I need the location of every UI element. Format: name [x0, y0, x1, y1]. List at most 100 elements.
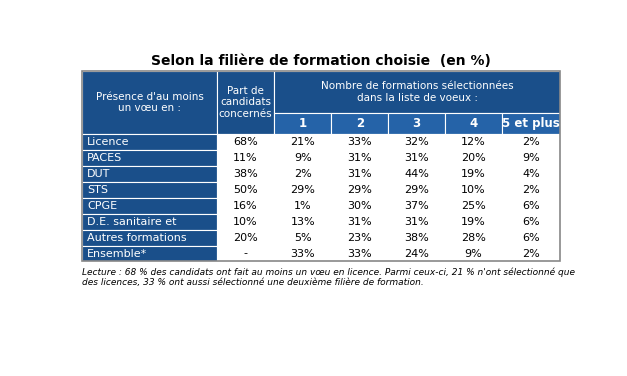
Bar — [502, 230, 561, 246]
Bar — [331, 214, 388, 230]
Bar — [275, 113, 331, 135]
Bar — [331, 150, 388, 166]
Bar — [82, 214, 217, 230]
Text: 29%: 29% — [290, 185, 315, 195]
Text: DUT: DUT — [87, 169, 110, 179]
Text: 32%: 32% — [404, 137, 429, 147]
Bar — [445, 182, 502, 198]
Bar — [217, 135, 275, 150]
Text: 31%: 31% — [347, 153, 372, 163]
Text: 10%: 10% — [461, 185, 486, 195]
Bar — [388, 166, 445, 182]
Text: 2%: 2% — [522, 137, 540, 147]
Text: 31%: 31% — [404, 153, 429, 163]
Text: 16%: 16% — [233, 201, 258, 211]
Text: 44%: 44% — [404, 169, 429, 179]
Text: 31%: 31% — [404, 217, 429, 227]
Text: 28%: 28% — [461, 233, 486, 243]
Bar — [217, 214, 275, 230]
Bar — [445, 166, 502, 182]
Text: 11%: 11% — [233, 153, 258, 163]
Bar — [275, 246, 331, 261]
Bar — [388, 150, 445, 166]
Text: 20%: 20% — [233, 233, 258, 243]
Text: 24%: 24% — [404, 249, 429, 259]
Bar — [275, 214, 331, 230]
Text: 23%: 23% — [347, 233, 372, 243]
Text: Licence: Licence — [87, 137, 129, 147]
Bar — [82, 135, 217, 150]
Bar — [331, 230, 388, 246]
Bar — [217, 246, 275, 261]
Text: 9%: 9% — [522, 153, 540, 163]
Text: 6%: 6% — [522, 217, 540, 227]
Text: 33%: 33% — [290, 249, 315, 259]
Bar — [275, 182, 331, 198]
Bar — [331, 113, 388, 135]
Text: 6%: 6% — [522, 233, 540, 243]
Text: 33%: 33% — [347, 249, 372, 259]
Bar — [331, 182, 388, 198]
Text: 21%: 21% — [290, 137, 315, 147]
Text: des licences, 33 % ont aussi sélectionné une deuxième filière de formation.: des licences, 33 % ont aussi sélectionné… — [82, 279, 424, 287]
Text: 37%: 37% — [404, 201, 429, 211]
Bar — [217, 71, 275, 135]
Bar — [445, 214, 502, 230]
Bar — [275, 135, 331, 150]
Text: 50%: 50% — [233, 185, 258, 195]
Bar — [331, 166, 388, 182]
Text: 1%: 1% — [294, 201, 312, 211]
Bar — [502, 166, 561, 182]
Text: 13%: 13% — [290, 217, 315, 227]
Bar — [445, 150, 502, 166]
Text: 2%: 2% — [294, 169, 312, 179]
Bar — [331, 135, 388, 150]
Text: 2: 2 — [356, 117, 364, 130]
Bar — [82, 246, 217, 261]
Text: 9%: 9% — [294, 153, 312, 163]
Bar — [445, 198, 502, 214]
Text: 3: 3 — [413, 117, 421, 130]
Text: 38%: 38% — [404, 233, 429, 243]
Text: PACES: PACES — [87, 153, 122, 163]
Text: 4: 4 — [470, 117, 478, 130]
Text: Ensemble*: Ensemble* — [87, 249, 147, 259]
Text: 5%: 5% — [294, 233, 312, 243]
Bar — [445, 135, 502, 150]
Text: 6%: 6% — [522, 201, 540, 211]
Bar — [388, 214, 445, 230]
Bar — [445, 113, 502, 135]
Text: Lecture : 68 % des candidats ont fait au moins un vœu en licence. Parmi ceux-ci,: Lecture : 68 % des candidats ont fait au… — [82, 268, 575, 277]
Bar — [217, 150, 275, 166]
Bar — [331, 198, 388, 214]
Bar — [445, 246, 502, 261]
Bar — [82, 182, 217, 198]
Text: 4%: 4% — [522, 169, 540, 179]
Bar — [275, 230, 331, 246]
Bar — [502, 113, 561, 135]
Bar — [388, 113, 445, 135]
Text: -: - — [244, 249, 248, 259]
Bar — [502, 246, 561, 261]
Bar — [502, 198, 561, 214]
Text: Présence d'au moins
un vœu en :: Présence d'au moins un vœu en : — [95, 92, 203, 113]
Bar — [275, 150, 331, 166]
Bar — [388, 198, 445, 214]
Bar — [82, 198, 217, 214]
Text: 2%: 2% — [522, 185, 540, 195]
Text: 29%: 29% — [404, 185, 429, 195]
Bar — [82, 71, 217, 135]
Bar — [331, 246, 388, 261]
Text: 68%: 68% — [233, 137, 258, 147]
Text: Selon la filière de formation choisie  (en %): Selon la filière de formation choisie (e… — [151, 54, 492, 68]
Text: 33%: 33% — [347, 137, 372, 147]
Bar — [217, 166, 275, 182]
Text: CPGE: CPGE — [87, 201, 117, 211]
Text: 12%: 12% — [461, 137, 486, 147]
Bar — [275, 71, 561, 113]
Text: 5 et plus: 5 et plus — [502, 117, 560, 130]
Text: Nombre de formations sélectionnées
dans la liste de voeux :: Nombre de formations sélectionnées dans … — [321, 81, 514, 103]
Bar — [388, 246, 445, 261]
Text: 9%: 9% — [465, 249, 482, 259]
Text: STS: STS — [87, 185, 108, 195]
